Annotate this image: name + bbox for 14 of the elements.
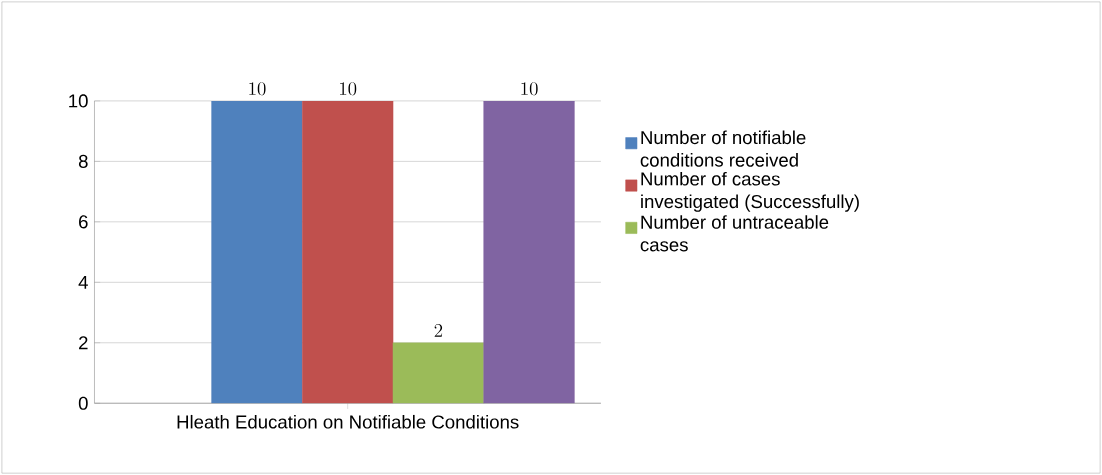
y-tick-label: 0 xyxy=(78,396,88,410)
y-tick-label: 8 xyxy=(78,154,88,168)
y-tick-label: 10 xyxy=(69,94,88,108)
y-tick-label: 4 xyxy=(78,275,88,289)
y-tick-label: 6 xyxy=(79,215,88,229)
data-label: 2 xyxy=(434,324,443,337)
legend-label: Number of cases investigated (Successfully) xyxy=(641,171,859,212)
x-tick-label: Hleath Education on Notifiable Conditions xyxy=(177,414,519,429)
data-label: 10 xyxy=(249,82,266,96)
data-label: 10 xyxy=(340,82,357,96)
data-label: 10 xyxy=(521,82,538,96)
y-tick-label: 2 xyxy=(79,336,88,350)
legend-label: Number of untraceable cases xyxy=(640,215,829,252)
legend-label: Number of notifiable conditions received xyxy=(640,130,806,167)
